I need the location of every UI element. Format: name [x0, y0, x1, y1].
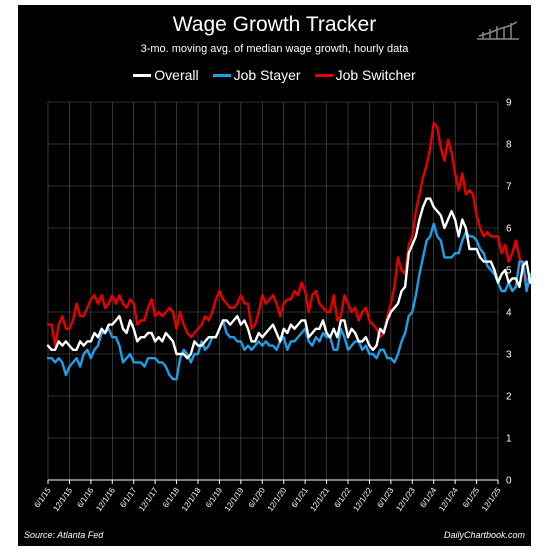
- source-note: Source: Atlanta Fed: [24, 530, 104, 540]
- x-tick-label: 12/1/18: [180, 486, 203, 513]
- legend-item-job-switcher: Job Switcher: [314, 67, 416, 83]
- x-tick-label: 12/1/23: [394, 486, 417, 513]
- grid-layer: [47, 101, 499, 481]
- legend-item-job-stayer: Job Stayer: [212, 67, 301, 83]
- y-tick-label: 4: [506, 308, 512, 319]
- x-tick-label: 6/1/15: [33, 486, 53, 510]
- y-tick-label: 9: [506, 98, 512, 109]
- x-tick-label: 12/1/17: [137, 486, 160, 513]
- y-tick-label: 8: [506, 140, 512, 151]
- x-tick-label: 6/1/25: [461, 486, 481, 510]
- chart-subtitle: 3-mo. moving avg. of median wage growth,…: [140, 43, 409, 55]
- legend-swatch-job-switcher: [314, 73, 333, 77]
- x-tick-label: 12/1/21: [309, 486, 332, 513]
- chart-frame: 6/1/15 12/1/15 6/1/16 12/1/16 6/1/17 12/1/17 6…: [18, 5, 531, 546]
- x-tick-label: 12/1/22: [351, 486, 374, 513]
- y-tick-label: 1: [506, 434, 512, 445]
- x-tick-label: 6/1/22: [333, 486, 353, 510]
- legend-item-overall: Overall: [133, 67, 199, 83]
- chartbook-logo-icon: [477, 21, 519, 40]
- x-tick-label: 6/1/17: [118, 486, 138, 510]
- y-tick-label: 5: [506, 266, 512, 277]
- x-tick-label: 12/1/20: [266, 486, 289, 513]
- x-tick-label: 12/1/24: [437, 486, 460, 513]
- x-tick-label: 6/1/24: [418, 486, 438, 510]
- y-tick-label: 6: [506, 224, 512, 235]
- x-tick-label: 6/1/19: [204, 486, 224, 510]
- y-axis: 0 1 2 3 4 5 6 7 8 9: [506, 98, 512, 487]
- series-line-job-stayer: [46, 222, 531, 381]
- legend: Overall Job Stayer Job Switcher: [18, 67, 531, 83]
- x-tick-label: 6/1/21: [290, 486, 310, 510]
- x-tick-label: 6/1/20: [247, 486, 267, 510]
- y-tick-label: 3: [506, 350, 512, 361]
- y-tick-label: 7: [506, 182, 512, 193]
- y-tick-label: 0: [506, 476, 512, 487]
- x-tick-label: 6/1/23: [375, 486, 395, 510]
- legend-swatch-job-stayer: [212, 73, 231, 77]
- x-tick-label: 12/1/15: [51, 486, 74, 513]
- legend-label-job-switcher: Job Switcher: [335, 67, 416, 83]
- legend-label-job-stayer: Job Stayer: [233, 67, 301, 83]
- legend-swatch-overall: [133, 73, 152, 77]
- series-line-job-switcher: [46, 121, 531, 347]
- x-tick-label: 6/1/18: [161, 486, 181, 510]
- series-line-overall: [46, 197, 531, 360]
- credit-note: DailyChartbook.com: [443, 530, 525, 540]
- x-tick-label: 12/1/19: [223, 486, 246, 513]
- x-tick-label: 12/1/16: [94, 486, 117, 513]
- legend-label-overall: Overall: [154, 67, 199, 83]
- y-tick-label: 2: [506, 392, 512, 403]
- chart-title: Wage Growth Tracker: [172, 13, 377, 36]
- x-tick-label: 6/1/16: [75, 486, 95, 510]
- series-layer: [46, 121, 531, 381]
- x-tick-label: 12/1/25: [480, 486, 503, 513]
